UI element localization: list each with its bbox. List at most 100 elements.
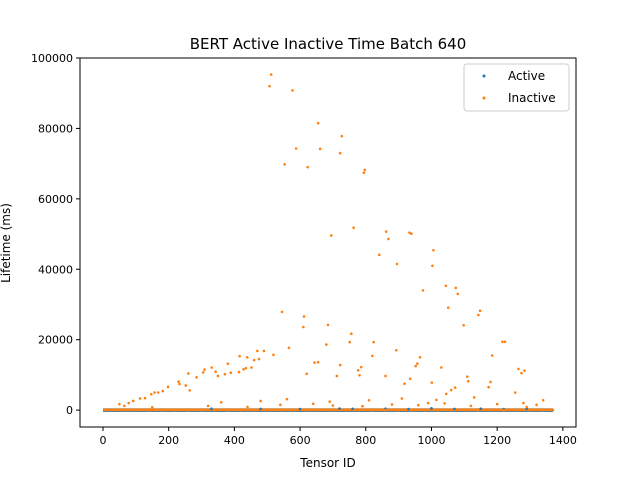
inactive-point xyxy=(444,284,448,288)
inactive-point xyxy=(187,372,190,375)
inactive-point xyxy=(305,372,308,376)
inactive-point xyxy=(143,396,147,400)
inactive-point xyxy=(147,408,151,412)
inactive-point xyxy=(436,408,440,412)
inactive-point xyxy=(432,248,435,252)
y-tick-label: 60000 xyxy=(38,193,73,206)
inactive-point xyxy=(206,404,210,408)
inactive-point xyxy=(246,405,249,409)
inactive-point xyxy=(358,373,361,377)
inactive-point xyxy=(430,381,434,384)
inactive-point xyxy=(238,354,241,358)
inactive-point xyxy=(489,380,492,384)
inactive-dense-band xyxy=(102,408,554,412)
y-tick-label: 20000 xyxy=(38,334,73,347)
inactive-point xyxy=(305,408,308,412)
inactive-point xyxy=(501,340,504,344)
inactive-point xyxy=(541,408,545,412)
inactive-point xyxy=(195,376,198,379)
inactive-point xyxy=(454,286,458,290)
inactive-point xyxy=(551,408,555,412)
inactive-point xyxy=(431,264,434,268)
inactive-point xyxy=(541,398,545,402)
inactive-point xyxy=(520,371,523,375)
inactive-point xyxy=(216,374,220,378)
inactive-point xyxy=(408,377,412,381)
active-point xyxy=(407,407,410,411)
inactive-point xyxy=(160,408,164,412)
inactive-point xyxy=(426,401,430,405)
x-tick-label: 200 xyxy=(158,434,179,447)
inactive-point xyxy=(453,386,457,389)
inactive-point xyxy=(489,408,492,412)
inactive-point xyxy=(435,398,438,402)
inactive-point xyxy=(242,367,245,371)
inactive-point xyxy=(408,231,411,234)
inactive-point xyxy=(250,366,253,369)
inactive-point xyxy=(387,237,390,241)
inactive-point xyxy=(410,408,414,412)
inactive-point xyxy=(210,366,214,369)
inactive-point xyxy=(272,353,275,357)
inactive-point xyxy=(390,403,394,406)
inactive-point xyxy=(443,402,446,405)
inactive-point xyxy=(134,408,138,412)
plot-background xyxy=(80,58,576,427)
inactive-point xyxy=(219,401,223,404)
inactive-point xyxy=(229,371,233,375)
inactive-point xyxy=(417,403,420,407)
inactive-point xyxy=(279,408,282,412)
inactive-point xyxy=(257,357,261,361)
inactive-point xyxy=(395,262,399,266)
inactive-point xyxy=(478,309,482,313)
inactive-point xyxy=(367,398,371,402)
axes-layer: 0 200 400 600 800 1000 1200 1400 0 20000 40000 6000… xyxy=(31,52,577,447)
inactive-point xyxy=(472,396,476,399)
x-axis-label: Tensor ID xyxy=(299,456,355,470)
legend-active-label: Active xyxy=(508,69,545,83)
legend: Active Inactive xyxy=(463,63,570,112)
inactive-point xyxy=(348,340,351,344)
inactive-point xyxy=(414,364,418,368)
inactive-point xyxy=(469,404,473,408)
y-tick-label: 100000 xyxy=(31,52,73,65)
inactive-point xyxy=(344,408,348,412)
legend-box xyxy=(463,63,570,112)
inactive-point xyxy=(338,363,342,367)
inactive-point xyxy=(446,306,450,309)
inactive-point xyxy=(177,380,180,383)
inactive-point xyxy=(188,389,192,392)
x-tick-label: 1000 xyxy=(417,434,445,447)
inactive-point xyxy=(294,147,298,150)
inactive-point xyxy=(325,343,328,346)
inactive-point xyxy=(525,405,529,409)
inactive-point xyxy=(149,392,153,396)
inactive-point xyxy=(361,404,364,408)
inactive-point xyxy=(138,397,142,400)
inactive-point xyxy=(449,408,453,412)
inactive-point xyxy=(465,375,469,378)
inactive-point xyxy=(131,399,135,403)
inactive-point xyxy=(108,408,111,412)
inactive-point xyxy=(423,408,427,412)
inactive-point xyxy=(150,405,154,409)
y-tick-label: 40000 xyxy=(38,263,73,276)
x-tick-label: 600 xyxy=(290,434,311,447)
plot-area xyxy=(80,58,576,427)
inactive-point xyxy=(466,379,470,383)
inactive-point xyxy=(384,230,388,233)
inactive-point xyxy=(397,408,400,412)
inactive-point xyxy=(350,332,353,335)
inactive-point xyxy=(418,355,422,359)
inactive-point xyxy=(440,366,443,369)
inactive-point xyxy=(502,408,506,412)
x-tick-label: 400 xyxy=(224,434,245,447)
inactive-point xyxy=(252,408,256,412)
inactive-point xyxy=(463,408,466,412)
inactive-point xyxy=(495,402,499,406)
inactive-point xyxy=(237,370,241,374)
inactive-point xyxy=(213,408,216,412)
inactive-point xyxy=(513,391,517,394)
inactive-point xyxy=(200,408,203,412)
inactive-point xyxy=(421,289,425,292)
